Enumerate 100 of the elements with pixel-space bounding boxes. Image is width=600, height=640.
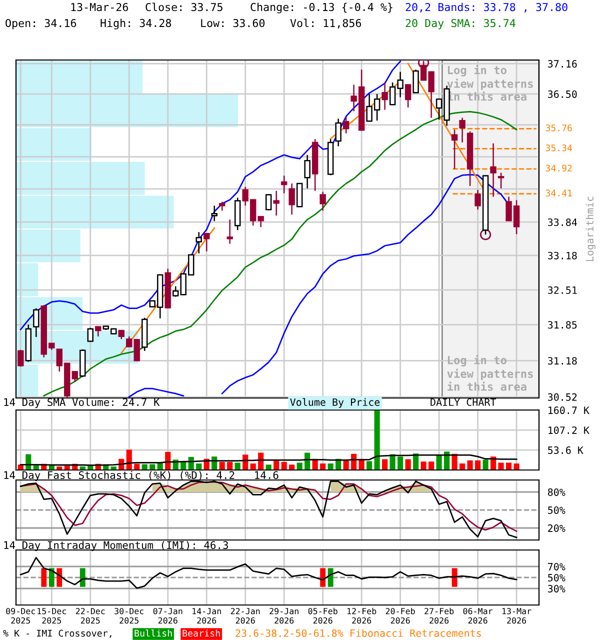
y-tick-label: 31.18	[548, 357, 577, 365]
line-series	[20, 60, 402, 330]
y-tick-label: 36.50	[548, 90, 577, 98]
candlestick	[126, 336, 132, 348]
ref-line-label: 34.92	[546, 164, 572, 172]
candlestick	[280, 175, 288, 194]
candlestick	[498, 172, 504, 190]
text: DAILY CHART	[430, 398, 496, 406]
x-tick-label: 22-Jan 2026	[230, 608, 260, 624]
text: Close: 33.75	[146, 2, 222, 12]
candlestick	[342, 116, 350, 134]
bar	[126, 450, 132, 470]
text: 13-Mar-26	[71, 2, 128, 12]
bar	[366, 461, 372, 470]
bar	[219, 462, 225, 470]
bar	[274, 460, 280, 470]
ref-line-label: 34.41	[546, 190, 572, 196]
candlestick	[320, 191, 326, 212]
ref-line-label: 35.76	[546, 124, 572, 132]
bar	[420, 462, 426, 470]
candlestick	[296, 182, 303, 208]
candlestick	[412, 68, 419, 94]
x-tick-label: 27-Feb 2026	[424, 608, 454, 624]
candlestick	[335, 118, 342, 147]
bar	[460, 463, 466, 470]
candlestick	[211, 205, 218, 222]
chart-title: 14 Day Fast Stochastic (%K) (%D): 4.2 14.6	[4, 470, 278, 482]
text: 23.6-38.2-50-61.8% Fibonacci Retracements	[236, 629, 481, 637]
bar	[382, 459, 388, 470]
x-tick-label: 12-Feb 2026	[348, 608, 376, 624]
annotation: Log in to view patterns in this area	[447, 355, 533, 391]
x-tick-label: 05-Feb 2026	[308, 608, 338, 624]
line-series	[20, 454, 518, 466]
ref-line-label: 35.34	[546, 144, 572, 152]
bar	[289, 464, 295, 470]
bar	[296, 462, 302, 470]
legend-title: % K - IMI Crossover,	[3, 630, 112, 638]
candlestick	[196, 231, 202, 254]
y-tick-label: 160.7 K	[548, 406, 590, 414]
y-tick-label: 31.85	[548, 321, 577, 329]
bar	[498, 462, 504, 470]
y-tick-label: 53.6 K	[548, 446, 584, 454]
bar	[514, 463, 520, 470]
text: High: 34.28	[100, 18, 172, 30]
bar	[234, 462, 240, 470]
bar	[142, 464, 148, 470]
y-tick-label: 80%	[548, 488, 566, 496]
y-tick-label: 30%	[548, 584, 566, 592]
y-axis-title: Logarithmic	[586, 196, 596, 262]
bar	[475, 460, 481, 470]
candlestick	[273, 190, 280, 216]
bar	[343, 460, 349, 470]
candlestick	[33, 308, 40, 338]
bar	[482, 460, 488, 470]
y-tick-label: 33.18	[548, 252, 577, 260]
candlestick	[382, 82, 388, 110]
bar	[196, 463, 202, 470]
candlestick	[118, 329, 124, 340]
bar	[150, 464, 156, 470]
candlestick	[87, 327, 94, 342]
text: Vol: 11,856	[290, 18, 362, 29]
candlestick	[404, 84, 412, 108]
x-tick-label: 14-Jan 2026	[192, 608, 221, 624]
y-tick-label: 30.52	[548, 393, 577, 401]
bar	[436, 455, 442, 470]
y-tick-label: 70%	[548, 562, 566, 570]
y-tick-label: 50%	[548, 574, 566, 582]
candlestick	[474, 189, 481, 210]
y-tick-label: 33.84	[548, 218, 577, 226]
candlestick	[265, 194, 272, 211]
text: Open: 34.16	[6, 18, 76, 30]
text: Volume By Price	[290, 398, 380, 408]
x-tick-label: 30-Dec 2025	[114, 608, 144, 624]
candlestick	[204, 232, 210, 252]
text: Change: -0.13 {-0.4 %}	[250, 2, 392, 14]
bar	[444, 452, 450, 470]
text: 20 Day SMA: 35.74	[406, 18, 516, 30]
bar	[428, 462, 434, 470]
candlestick	[459, 117, 466, 144]
bar	[250, 463, 256, 470]
bar	[405, 459, 411, 470]
y-tick-label: 32.51	[548, 286, 577, 294]
candlestick	[95, 326, 102, 338]
bar	[374, 410, 380, 470]
line-series	[20, 556, 518, 589]
candlestick	[304, 154, 310, 190]
x-tick-label: 09-Dec 2025	[6, 608, 35, 624]
text: Bullish	[134, 630, 172, 637]
bar	[467, 460, 473, 470]
candlestick	[288, 182, 295, 216]
x-tick-label: 29-Jan 2026	[270, 608, 298, 624]
bar	[227, 462, 233, 470]
bar	[266, 464, 272, 470]
bar	[320, 463, 326, 470]
candlestick	[226, 218, 233, 244]
x-tick-label: 15-Dec 2025	[38, 608, 66, 624]
y-tick-label: 37.16	[548, 60, 577, 68]
text: Bearish	[182, 630, 220, 637]
x-tick-label: 20-Feb 2026	[386, 608, 415, 624]
candlestick	[72, 370, 78, 383]
